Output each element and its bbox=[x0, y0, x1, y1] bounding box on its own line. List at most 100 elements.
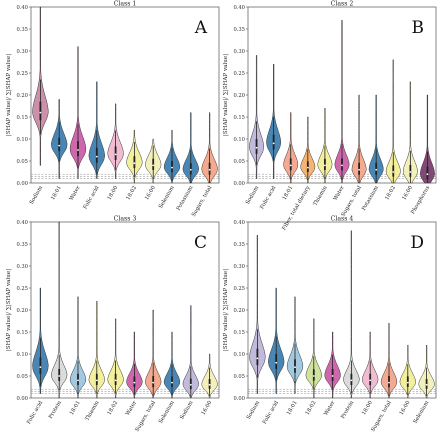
violin-iqr bbox=[77, 141, 79, 157]
y-tick-label: 0.00 bbox=[233, 181, 245, 187]
violin-median bbox=[312, 375, 315, 377]
panel-b: Class 2 B 0.00 0.05 0.10 0.15 0.20 0.25 0.30 0.35… bbox=[223, 1, 437, 232]
y-tick-label: 0.25 bbox=[233, 71, 245, 77]
y-tick-label: 0.15 bbox=[16, 115, 28, 121]
violin-7 bbox=[145, 309, 162, 399]
category-label: Sodium bbox=[246, 400, 261, 421]
violin-9 bbox=[182, 305, 199, 399]
y-tick-label: 0.00 bbox=[16, 181, 28, 187]
violin-iqr bbox=[289, 158, 292, 171]
violin-iqr bbox=[350, 373, 353, 386]
category-label: 18:02 bbox=[125, 185, 138, 201]
violin-8 bbox=[368, 94, 384, 184]
y-tick-label: 0.35 bbox=[16, 242, 28, 248]
violin-iqr bbox=[255, 139, 258, 154]
violin-9 bbox=[182, 112, 199, 184]
violin-median bbox=[275, 361, 278, 364]
violin-iqr bbox=[324, 158, 326, 171]
category-label: Thiamin bbox=[84, 400, 100, 422]
violin-median bbox=[426, 173, 429, 176]
category-label: 18:02 bbox=[305, 400, 318, 416]
violin-iqr bbox=[189, 378, 192, 390]
y-axis-label: |SHAP value|/ ∑|SHAP value| bbox=[6, 54, 12, 136]
category-label: 18:01 bbox=[69, 400, 82, 416]
violin-iqr bbox=[133, 156, 136, 169]
violin-6 bbox=[343, 230, 360, 399]
category-label: 18:00 bbox=[361, 399, 374, 416]
violin-median bbox=[171, 381, 173, 384]
y-tick-label: 0.05 bbox=[16, 159, 28, 165]
violin-9 bbox=[385, 59, 401, 184]
y-tick-label: 0.40 bbox=[16, 5, 28, 11]
violin-iqr bbox=[369, 373, 372, 386]
violin-iqr bbox=[152, 158, 155, 171]
violin-median bbox=[58, 375, 61, 377]
violin-iqr bbox=[39, 101, 42, 121]
category-label: Potassium bbox=[361, 185, 380, 212]
violin-8 bbox=[380, 322, 398, 399]
violin-median bbox=[95, 155, 98, 158]
panel-title: Class 1 bbox=[114, 1, 137, 8]
panel-title: Class 4 bbox=[331, 216, 354, 223]
category-label: 18:00 bbox=[107, 184, 120, 201]
violin-iqr bbox=[312, 369, 315, 381]
y-tick-label: 0.20 bbox=[233, 308, 245, 314]
violin-iqr bbox=[406, 376, 409, 387]
panel-a: Class 1 A 0.00 0.05 0.10 0.15 0.20 0.25 0.30 0.35… bbox=[6, 1, 220, 218]
category-label: Phosphorus bbox=[410, 185, 431, 216]
violin-median bbox=[39, 366, 42, 369]
panel-title: Class 3 bbox=[114, 216, 137, 223]
violin-median bbox=[189, 383, 192, 386]
category-label: Protein bbox=[48, 399, 63, 420]
violin-median bbox=[171, 166, 173, 169]
violin-iqr bbox=[133, 376, 136, 387]
violin-median bbox=[152, 381, 155, 384]
violin-iqr bbox=[256, 348, 259, 366]
violin-iqr bbox=[58, 137, 61, 152]
violin-iqr bbox=[171, 161, 173, 173]
category-label: Selenium bbox=[413, 400, 431, 425]
violin-iqr bbox=[77, 373, 79, 386]
violin-median bbox=[272, 142, 275, 145]
y-tick-label: 0.35 bbox=[233, 242, 245, 248]
category-label: Selenium bbox=[158, 400, 176, 425]
y-tick-label: 0.05 bbox=[233, 159, 245, 165]
violin-median bbox=[208, 168, 211, 171]
category-label: 16:00 bbox=[144, 184, 157, 201]
category-label: Sodium bbox=[245, 185, 260, 206]
y-tick-label: 0.10 bbox=[16, 137, 28, 143]
category-label: Thiamin bbox=[312, 185, 328, 207]
violin-median bbox=[255, 146, 258, 149]
y-tick-label: 0.00 bbox=[233, 396, 245, 402]
panel-c: Class 3 C 0.00 0.05 0.10 0.15 0.20 0.25 0.30 0.35… bbox=[6, 216, 220, 433]
violin-iqr bbox=[358, 162, 360, 175]
violin-median bbox=[388, 381, 390, 384]
violin-2 bbox=[51, 221, 68, 399]
y-tick-label: 0.30 bbox=[233, 264, 245, 270]
y-tick-label: 0.35 bbox=[233, 27, 245, 33]
violin-iqr bbox=[294, 359, 296, 373]
y-tick-label: 0.20 bbox=[233, 93, 245, 99]
category-label: Folic acid bbox=[262, 399, 280, 425]
y-tick-label: 0.40 bbox=[233, 5, 245, 11]
y-tick-label: 0.00 bbox=[16, 396, 28, 402]
violin-median bbox=[306, 166, 309, 169]
panel-letter: D bbox=[410, 233, 424, 253]
category-label: 18:02 bbox=[384, 185, 397, 201]
y-tick-label: 0.20 bbox=[16, 308, 28, 314]
violin-iqr bbox=[272, 134, 275, 150]
category-label: 18:01 bbox=[50, 185, 63, 201]
category-label: Sugars, total bbox=[134, 400, 157, 433]
violin-iqr bbox=[95, 373, 98, 386]
y-tick-label: 0.10 bbox=[233, 137, 245, 143]
category-label: Folic acid bbox=[26, 399, 44, 425]
y-axis-label: |SHAP value|/ ∑|SHAP value| bbox=[223, 54, 229, 136]
y-tick-label: 0.30 bbox=[233, 49, 245, 55]
y-tick-label: 0.40 bbox=[16, 220, 28, 226]
category-label: 16:00 bbox=[201, 399, 214, 416]
violin-4 bbox=[88, 300, 105, 399]
category-label: Water bbox=[69, 185, 82, 202]
violin-iqr bbox=[189, 163, 192, 175]
y-tick-label: 0.15 bbox=[233, 115, 245, 121]
